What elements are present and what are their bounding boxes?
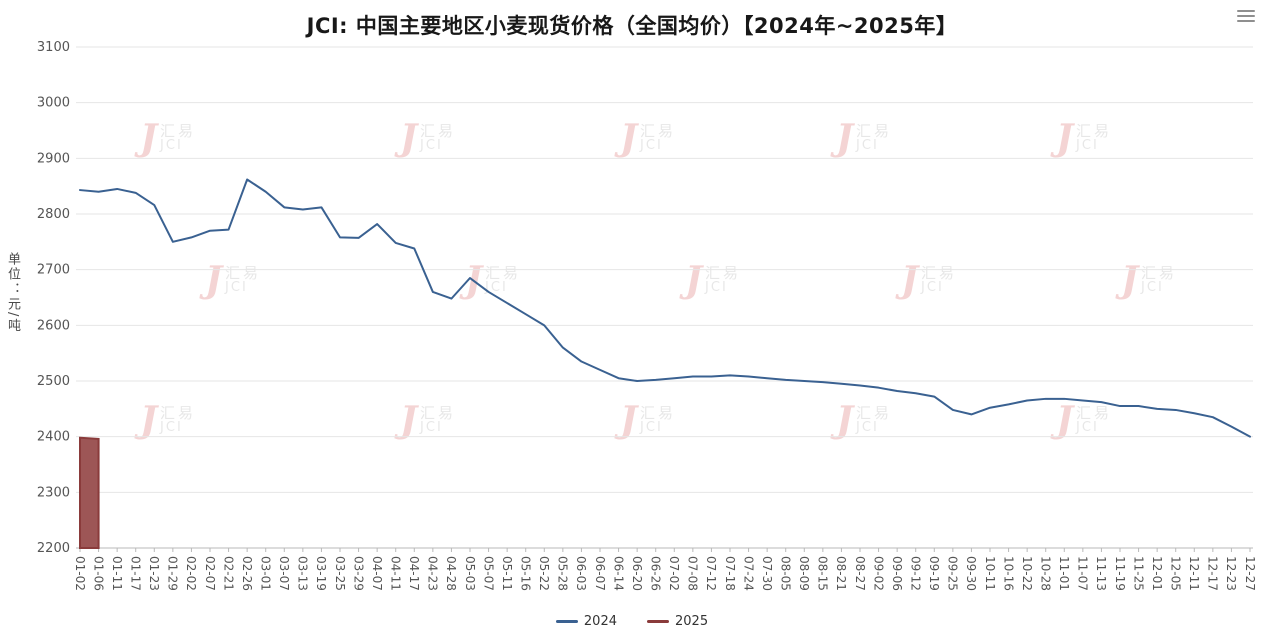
x-tick-label: 02-26 — [240, 556, 254, 591]
x-tick-label: 03-07 — [277, 556, 291, 591]
x-tick-label: 03-19 — [314, 556, 328, 591]
x-tick-label: 07-08 — [686, 556, 700, 591]
x-tick-label: 09-30 — [964, 556, 978, 591]
x-tick-label: 01-17 — [129, 556, 143, 591]
x-tick-label: 03-29 — [351, 556, 365, 591]
y-tick-label: 2300 — [37, 485, 70, 500]
x-tick-label: 06-26 — [649, 556, 663, 591]
x-tick-label: 10-16 — [1001, 556, 1015, 591]
x-tick-label: 05-16 — [519, 556, 533, 591]
y-tick-label: 2800 — [37, 207, 70, 222]
legend-marker-2025 — [647, 620, 669, 623]
x-tick-label: 11-25 — [1131, 556, 1145, 591]
series-2025-area — [79, 436, 100, 549]
x-tick-label: 08-27 — [853, 556, 867, 591]
x-tick-label: 11-07 — [1076, 556, 1090, 591]
legend-item-2025[interactable]: 2025 — [647, 614, 708, 629]
y-tick-label: 2400 — [37, 430, 70, 445]
x-tick-label: 01-02 — [73, 556, 87, 591]
x-tick-label: 01-29 — [166, 556, 180, 591]
x-tick-label: 01-23 — [147, 556, 161, 591]
x-tick-label: 07-30 — [760, 556, 774, 591]
x-tick-label: 07-18 — [723, 556, 737, 591]
x-tick-label: 12-05 — [1169, 556, 1183, 591]
x-tick-label: 08-09 — [797, 556, 811, 591]
x-tick-label: 09-06 — [890, 556, 904, 591]
legend-label-2025: 2025 — [675, 614, 709, 629]
y-tick-label: 3100 — [37, 40, 70, 55]
x-tick-label: 05-22 — [537, 556, 551, 591]
x-tick-label: 08-21 — [834, 556, 848, 591]
x-tick-label: 01-06 — [91, 556, 105, 591]
x-tick-label: 11-01 — [1057, 556, 1071, 591]
x-tick-label: 12-01 — [1150, 556, 1164, 591]
x-tick-label: 12-27 — [1243, 556, 1257, 591]
x-tick-label: 07-12 — [704, 556, 718, 591]
x-tick-label: 11-13 — [1094, 556, 1108, 591]
x-tick-label: 05-03 — [463, 556, 477, 591]
x-tick-label: 03-25 — [333, 556, 347, 591]
menu-bar — [1237, 10, 1255, 12]
x-tick-label: 03-01 — [259, 556, 273, 591]
x-tick-label: 03-13 — [296, 556, 310, 591]
y-tick-label: 2700 — [37, 263, 70, 278]
legend-item-2024[interactable]: 2024 — [555, 614, 617, 629]
y-tick-label: 2200 — [37, 541, 70, 556]
y-tick-label: 3000 — [37, 96, 70, 111]
x-tick-label: 12-17 — [1206, 556, 1220, 591]
x-tick-label: 09-25 — [946, 556, 960, 591]
x-tick-label: 02-07 — [203, 556, 217, 591]
x-tick-label: 06-07 — [593, 556, 607, 591]
x-tick-label: 09-12 — [909, 556, 923, 591]
legend-marker-2024 — [555, 620, 578, 623]
x-tick-label: 05-28 — [556, 556, 570, 591]
menu-bar — [1237, 15, 1255, 17]
x-tick-label: 04-11 — [389, 556, 403, 591]
x-tick-label: 09-19 — [927, 556, 941, 591]
legend-label-2024: 2024 — [583, 614, 617, 629]
x-tick-label: 02-02 — [184, 556, 198, 591]
x-tick-label: 12-11 — [1187, 556, 1201, 591]
x-tick-label: 10-28 — [1039, 556, 1053, 591]
x-tick-label: 06-14 — [611, 556, 625, 591]
x-tick-label: 07-24 — [741, 556, 755, 591]
x-tick-label: 09-02 — [871, 556, 885, 591]
chart-title: JCI: 中国主要地区小麦现货价格（全国均价）【2024年~2025年】 — [306, 14, 958, 38]
x-tick-label: 02-21 — [221, 556, 235, 591]
x-tick-label: 04-07 — [370, 556, 384, 591]
y-tick-label: 2900 — [37, 151, 70, 166]
x-tick-label: 01-11 — [110, 556, 124, 591]
x-tick-label: 10-22 — [1020, 556, 1034, 591]
menu-bar — [1237, 20, 1255, 22]
series-2024-line — [79, 178, 1251, 438]
hamburger-menu-icon[interactable] — [1237, 7, 1255, 25]
x-tick-label: 10-11 — [983, 556, 997, 591]
x-tick-label: 08-15 — [816, 556, 830, 591]
x-tick-label: 04-17 — [407, 556, 421, 591]
x-tick-label: 04-28 — [444, 556, 458, 591]
x-tick-label: 12-23 — [1224, 556, 1238, 591]
legend: 2024 2025 — [0, 614, 1264, 629]
y-axis-title: 单位：元/吨 — [5, 252, 20, 334]
x-tick-label: 11-19 — [1113, 556, 1127, 591]
x-tick-label: 08-05 — [779, 556, 793, 591]
y-tick-label: 2600 — [37, 318, 70, 333]
y-tick-label: 2500 — [37, 374, 70, 389]
x-tick-label: 06-03 — [574, 556, 588, 591]
x-tick-label: 07-02 — [667, 556, 681, 591]
x-tick-label: 05-07 — [481, 556, 495, 591]
x-tick-label: 05-11 — [500, 556, 514, 591]
x-tick-label: 04-23 — [426, 556, 440, 591]
x-tick-label: 06-20 — [630, 556, 644, 591]
